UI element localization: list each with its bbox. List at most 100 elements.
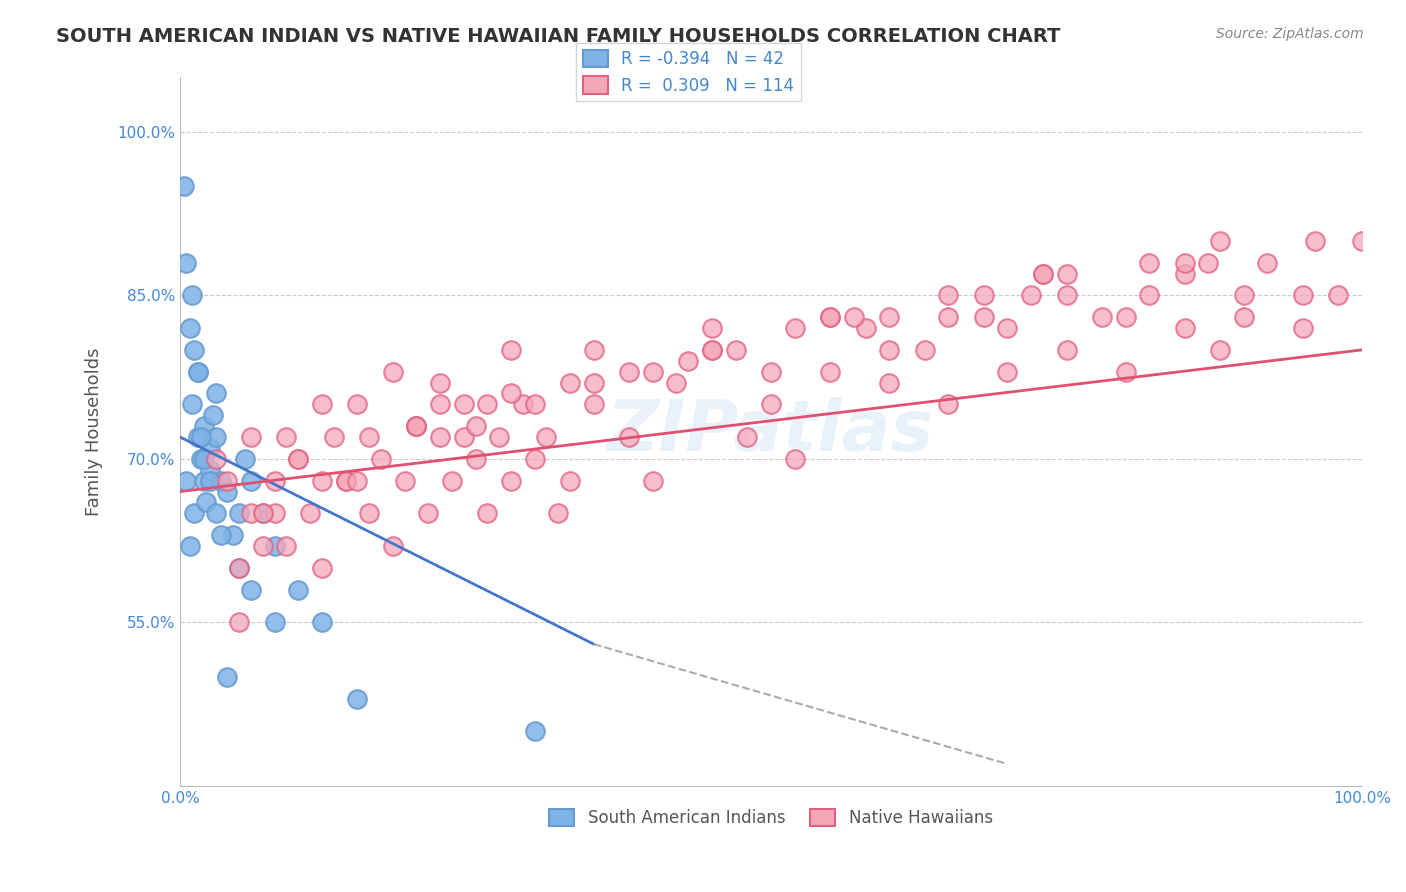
- Point: [429, 397, 451, 411]
- Point: [1174, 267, 1197, 281]
- Point: [558, 474, 581, 488]
- Point: [228, 561, 250, 575]
- Point: [198, 463, 221, 477]
- Point: [1209, 343, 1232, 357]
- Point: [263, 615, 285, 630]
- Point: [523, 397, 546, 411]
- Point: [183, 506, 205, 520]
- Point: [180, 397, 202, 411]
- Point: [936, 310, 959, 325]
- Point: [440, 474, 463, 488]
- Point: [1032, 267, 1054, 281]
- Point: [1209, 234, 1232, 248]
- Point: [179, 321, 201, 335]
- Point: [180, 288, 202, 302]
- Point: [239, 506, 262, 520]
- Point: [299, 506, 322, 520]
- Point: [759, 365, 782, 379]
- Point: [346, 397, 368, 411]
- Point: [359, 506, 381, 520]
- Point: [818, 365, 841, 379]
- Point: [877, 310, 900, 325]
- Point: [394, 474, 416, 488]
- Text: SOUTH AMERICAN INDIAN VS NATIVE HAWAIIAN FAMILY HOUSEHOLDS CORRELATION CHART: SOUTH AMERICAN INDIAN VS NATIVE HAWAIIAN…: [56, 27, 1060, 45]
- Point: [190, 430, 212, 444]
- Point: [263, 539, 285, 553]
- Point: [678, 353, 700, 368]
- Point: [263, 506, 285, 520]
- Point: [665, 376, 688, 390]
- Point: [523, 724, 546, 739]
- Point: [217, 474, 239, 488]
- Point: [1233, 310, 1256, 325]
- Point: [204, 430, 226, 444]
- Point: [1032, 267, 1054, 281]
- Point: [536, 430, 558, 444]
- Point: [582, 376, 605, 390]
- Point: [783, 321, 806, 335]
- Point: [311, 474, 333, 488]
- Point: [405, 419, 427, 434]
- Point: [499, 386, 522, 401]
- Point: [783, 451, 806, 466]
- Point: [582, 343, 605, 357]
- Point: [217, 670, 239, 684]
- Point: [217, 484, 239, 499]
- Point: [1137, 288, 1160, 302]
- Point: [737, 430, 759, 444]
- Point: [239, 430, 262, 444]
- Text: ZIPatlas: ZIPatlas: [607, 397, 935, 467]
- Point: [179, 539, 201, 553]
- Point: [183, 343, 205, 357]
- Point: [222, 528, 245, 542]
- Point: [252, 506, 274, 520]
- Point: [359, 430, 381, 444]
- Point: [346, 474, 368, 488]
- Point: [187, 430, 209, 444]
- Point: [173, 179, 195, 194]
- Point: [311, 561, 333, 575]
- Text: Source: ZipAtlas.com: Source: ZipAtlas.com: [1216, 27, 1364, 41]
- Point: [1197, 256, 1219, 270]
- Point: [464, 419, 486, 434]
- Point: [187, 365, 209, 379]
- Point: [322, 430, 344, 444]
- Point: [252, 506, 274, 520]
- Point: [370, 451, 392, 466]
- Point: [287, 451, 309, 466]
- Point: [477, 397, 499, 411]
- Point: [429, 430, 451, 444]
- Point: [973, 288, 995, 302]
- Point: [499, 343, 522, 357]
- Point: [855, 321, 877, 335]
- Point: [488, 430, 510, 444]
- Point: [973, 310, 995, 325]
- Point: [914, 343, 936, 357]
- Point: [311, 615, 333, 630]
- Point: [346, 691, 368, 706]
- Point: [311, 397, 333, 411]
- Point: [1115, 365, 1137, 379]
- Point: [429, 376, 451, 390]
- Point: [1019, 288, 1042, 302]
- Point: [405, 419, 427, 434]
- Point: [1327, 288, 1350, 302]
- Point: [1091, 310, 1114, 325]
- Point: [619, 365, 641, 379]
- Point: [523, 451, 546, 466]
- Point: [381, 539, 404, 553]
- Point: [512, 397, 534, 411]
- Point: [174, 474, 197, 488]
- Point: [381, 365, 404, 379]
- Point: [818, 310, 841, 325]
- Point: [190, 451, 212, 466]
- Point: [287, 451, 309, 466]
- Point: [1056, 267, 1078, 281]
- Point: [263, 474, 285, 488]
- Point: [335, 474, 357, 488]
- Point: [936, 397, 959, 411]
- Point: [1351, 234, 1374, 248]
- Point: [193, 419, 215, 434]
- Point: [209, 474, 232, 488]
- Y-axis label: Family Households: Family Households: [86, 347, 103, 516]
